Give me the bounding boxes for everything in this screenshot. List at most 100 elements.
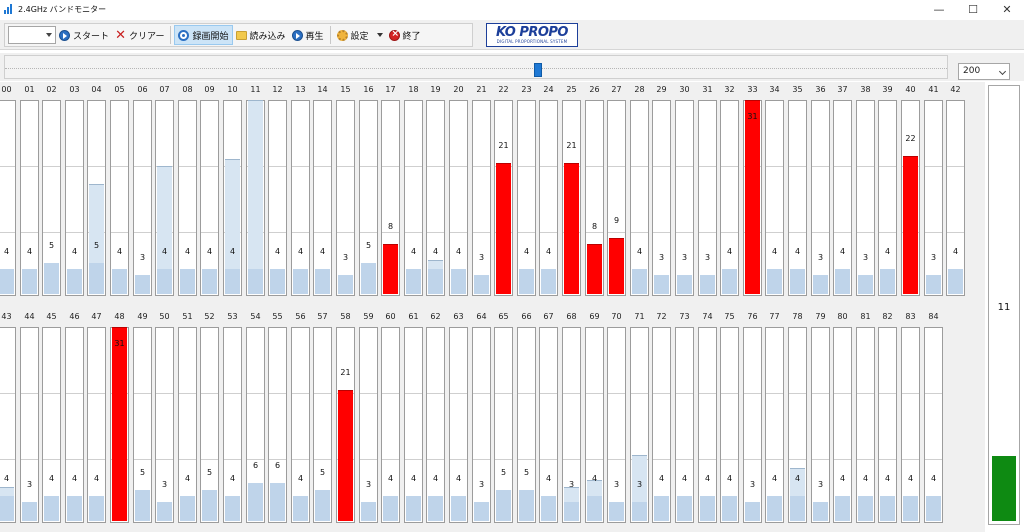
channel-label: 81 — [860, 312, 871, 321]
level-bar — [564, 163, 579, 294]
exit-button[interactable]: 終了 — [386, 25, 424, 45]
channel-bar-track: 4 — [381, 327, 400, 523]
play-button[interactable]: 再生 — [289, 25, 327, 45]
grid-line — [473, 232, 490, 233]
channel-label: 84 — [928, 312, 939, 321]
minimize-button[interactable]: — — [933, 2, 945, 16]
level-value: 4 — [432, 474, 439, 483]
channel-label: 69 — [589, 312, 600, 321]
channel-label: 50 — [159, 312, 170, 321]
zoom-select[interactable]: 200 — [958, 63, 1010, 80]
channel-29: 29 3 — [652, 82, 671, 296]
grid-line — [631, 166, 648, 167]
channel-label: 12 — [272, 85, 283, 94]
channel-84: 84 4 — [924, 309, 943, 523]
channel-bar-track: 4 — [765, 100, 784, 296]
grid-line — [450, 459, 467, 460]
channel-bar-track: 4 — [585, 327, 604, 523]
grid-line — [699, 393, 716, 394]
level-value: 8 — [591, 222, 598, 231]
channel-label: 19 — [430, 85, 441, 94]
channel-69: 69 4 — [585, 309, 604, 523]
level-value: 21 — [566, 141, 577, 150]
channel-label: 07 — [159, 85, 170, 94]
channel-bar-track: 22 — [901, 100, 920, 296]
clear-button[interactable]: ✕ クリアー — [112, 25, 167, 45]
channel-bar-track: 3 — [811, 100, 830, 296]
record-button[interactable]: 録画開始 — [174, 25, 233, 45]
channel-label: 52 — [204, 312, 215, 321]
channel-label: 41 — [928, 85, 939, 94]
channel-37: 37 4 — [833, 82, 852, 296]
level-bar — [338, 275, 353, 294]
channel-bar-track: 3 — [562, 327, 581, 523]
channel-22: 22 21 — [494, 82, 513, 296]
start-button[interactable]: スタート — [56, 25, 112, 45]
channel-label: 39 — [882, 85, 893, 94]
channel-label: 15 — [340, 85, 351, 94]
channel-label: 05 — [114, 85, 125, 94]
grid-line — [269, 393, 286, 394]
grid-line — [925, 232, 942, 233]
level-value: 4 — [907, 474, 914, 483]
level-bar — [202, 269, 217, 294]
channel-label: 13 — [295, 85, 306, 94]
maximize-button[interactable]: ☐ — [968, 2, 978, 16]
channel-bar-track: 3 — [20, 327, 39, 523]
channel-bar-track: 4 — [856, 327, 875, 523]
level-value: 3 — [365, 480, 372, 489]
grid-line — [540, 393, 557, 394]
grid-line — [721, 393, 738, 394]
grid-line — [88, 459, 105, 460]
slider-thumb[interactable] — [534, 63, 542, 77]
level-bar — [609, 502, 624, 521]
level-bar — [835, 496, 850, 521]
level-value: 4 — [206, 247, 213, 256]
level-bar — [745, 502, 760, 521]
level-value: 4 — [184, 247, 191, 256]
timeline-slider[interactable] — [4, 55, 948, 79]
grid-line — [789, 393, 806, 394]
device-select[interactable] — [8, 26, 56, 44]
grid-line — [21, 166, 38, 167]
peak-hold-bar — [248, 100, 263, 294]
grid-line — [21, 232, 38, 233]
channel-41: 41 3 — [924, 82, 943, 296]
grid-line — [631, 393, 648, 394]
channel-label: 30 — [679, 85, 690, 94]
channel-label: 70 — [611, 312, 622, 321]
channel-73: 73 4 — [675, 309, 694, 523]
channel-42: 42 4 — [946, 82, 965, 296]
level-value: 4 — [71, 474, 78, 483]
load-button[interactable]: 読み込み — [233, 25, 289, 45]
level-bar — [654, 496, 669, 521]
channel-label: 63 — [453, 312, 464, 321]
grid-line — [179, 459, 196, 460]
settings-dropdown-icon[interactable] — [376, 33, 383, 37]
channel-12: 12 4 — [268, 82, 287, 296]
channel-82: 82 4 — [878, 309, 897, 523]
channel-53: 53 4 — [223, 309, 242, 523]
channel-23: 23 4 — [517, 82, 536, 296]
channel-51: 51 4 — [178, 309, 197, 523]
record-label: 録画開始 — [192, 31, 229, 42]
settings-button[interactable]: 設定 — [334, 25, 372, 45]
close-button[interactable]: ✕ — [1002, 2, 1012, 16]
channel-label: 82 — [882, 312, 893, 321]
grid-line — [66, 166, 83, 167]
channel-bar-track: 21 — [494, 100, 513, 296]
grid-line — [382, 232, 399, 233]
level-value: 5 — [319, 468, 326, 477]
channel-35: 35 4 — [788, 82, 807, 296]
toolbar: スタート ✕クリアー 録画開始 読み込み 再生 設定 終了 KO PROPO D… — [0, 20, 1024, 50]
level-bar — [428, 496, 443, 521]
channel-63: 63 4 — [449, 309, 468, 523]
channel-31: 31 3 — [698, 82, 717, 296]
channel-label: 00 — [1, 85, 12, 94]
level-bar — [248, 269, 263, 294]
signal-meter: 11 — [988, 85, 1020, 525]
meter-value: 11 — [997, 302, 1011, 313]
gear-icon — [336, 29, 348, 41]
grid-line — [879, 166, 896, 167]
channel-bar-track: 8 — [381, 100, 400, 296]
